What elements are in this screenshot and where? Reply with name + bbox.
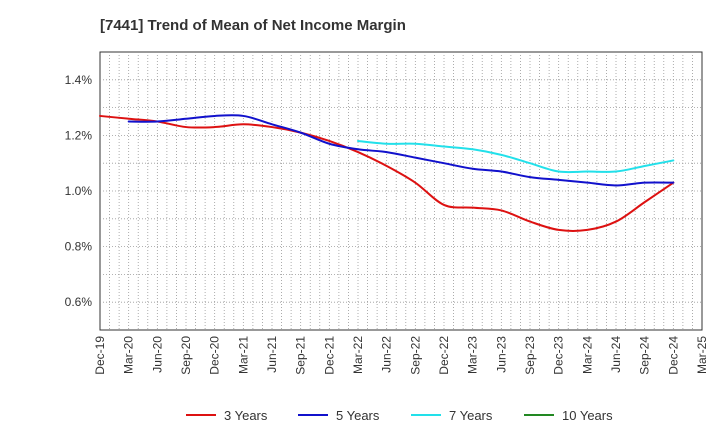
plot-area: 0.6% 0.8% 1.0% 1.2% 1.4% Dec-19 Mar-20 Jun-20 Se… bbox=[65, 51, 709, 375]
y-tick-label: 0.6% bbox=[65, 295, 93, 309]
x-tick-label: Mar-20 bbox=[122, 336, 136, 374]
x-tick-label: Dec-22 bbox=[437, 336, 451, 375]
legend-label: 5 Years bbox=[336, 408, 380, 423]
legend-label: 7 Years bbox=[449, 408, 493, 423]
legend-label: 10 Years bbox=[562, 408, 613, 423]
x-tick-label: Jun-23 bbox=[494, 336, 508, 373]
x-tick-label: Dec-19 bbox=[93, 336, 107, 375]
x-tick-label: Dec-23 bbox=[552, 336, 566, 375]
x-tick-label: Jun-24 bbox=[609, 336, 623, 373]
series-line-7-years bbox=[357, 139, 675, 174]
chart-title: [7441] Trend of Mean of Net Income Margi… bbox=[100, 17, 406, 34]
x-tick-label: Dec-21 bbox=[322, 336, 336, 375]
y-tick-label: 1.4% bbox=[65, 73, 93, 87]
x-tick-label: Sep-22 bbox=[408, 336, 422, 375]
x-tick-label: Mar-24 bbox=[580, 336, 594, 374]
x-tick-label: Mar-22 bbox=[351, 336, 365, 374]
legend: 3 Years 5 Years 7 Years 10 Years bbox=[186, 408, 613, 423]
x-tick-label: Dec-20 bbox=[208, 336, 222, 375]
x-tick-label: Mar-23 bbox=[466, 336, 480, 374]
x-tick-label: Dec-24 bbox=[666, 336, 680, 375]
x-tick-label: Sep-23 bbox=[523, 336, 537, 375]
y-tick-label: 0.8% bbox=[65, 240, 93, 254]
legend-label: 3 Years bbox=[224, 408, 268, 423]
x-tick-label: Sep-24 bbox=[638, 336, 652, 375]
series-line-5-years bbox=[127, 114, 675, 187]
y-tick-label: 1.0% bbox=[65, 184, 93, 198]
x-tick-label: Mar-25 bbox=[695, 336, 709, 374]
x-tick-label: Jun-22 bbox=[380, 336, 394, 373]
series-line-3-years bbox=[99, 114, 675, 232]
x-tick-label: Jun-20 bbox=[150, 336, 164, 373]
y-tick-label: 1.2% bbox=[65, 128, 93, 142]
x-tick-label: Mar-21 bbox=[236, 336, 250, 374]
x-tick-label: Jun-21 bbox=[265, 336, 279, 373]
x-tick-label: Sep-21 bbox=[294, 336, 308, 375]
x-tick-label: Sep-20 bbox=[179, 336, 193, 375]
